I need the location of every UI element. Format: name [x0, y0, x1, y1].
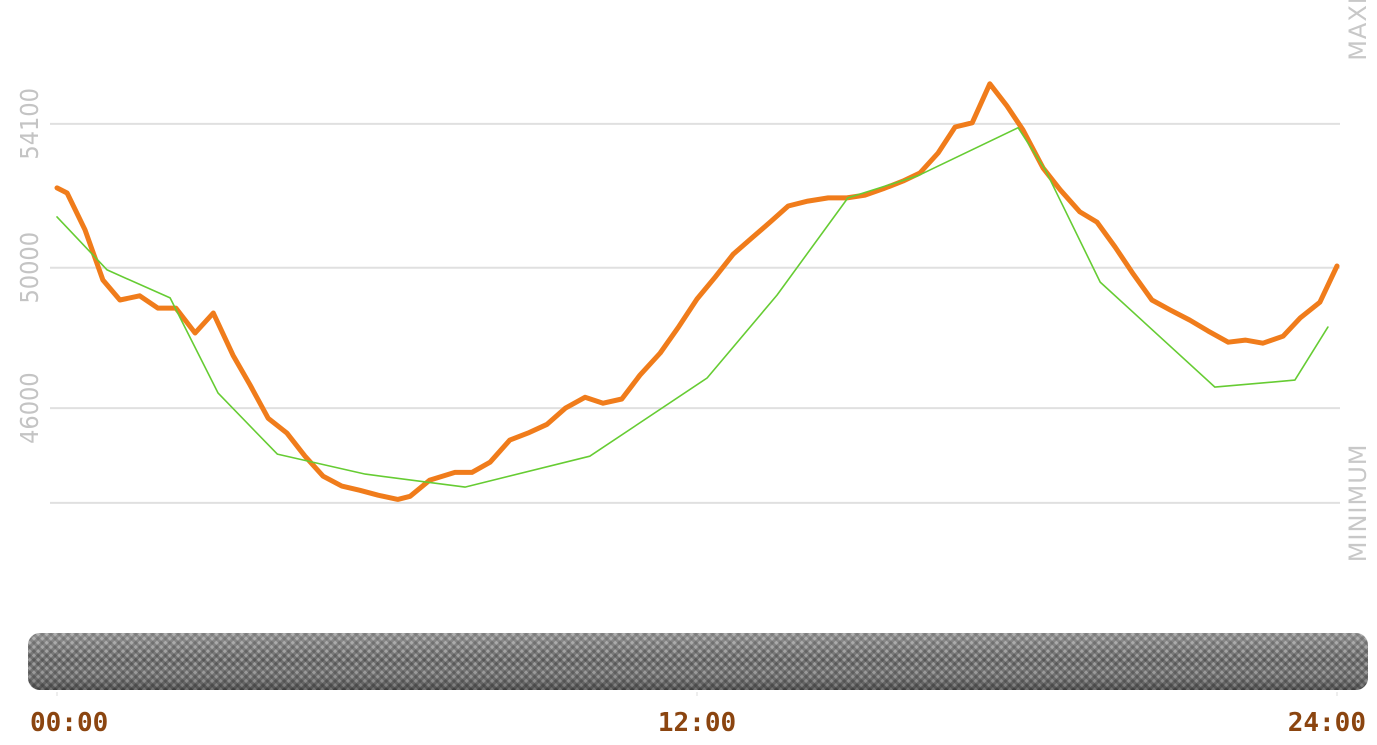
labels: 46000 50000 54100 MINIMUM MAXIMUM 00:00 12:00 2… [15, 0, 1372, 738]
x-tick-label: 24:00 [1288, 708, 1366, 738]
y-tick-label: 50000 [15, 232, 44, 304]
lines [54, 81, 1340, 502]
grid [50, 122, 1340, 696]
series-line [54, 81, 1340, 502]
x-tick-label: 12:00 [658, 708, 736, 738]
reference-label: MINIMUM [1344, 444, 1372, 563]
scrollbar-shade [28, 633, 1368, 690]
x-tick-label: 00:00 [30, 708, 108, 738]
series-line [56, 126, 1329, 488]
y-tick-label: 54100 [15, 88, 44, 160]
y-tick-label: 46000 [15, 372, 44, 444]
reference-label: MAXIMUM [1344, 0, 1372, 61]
